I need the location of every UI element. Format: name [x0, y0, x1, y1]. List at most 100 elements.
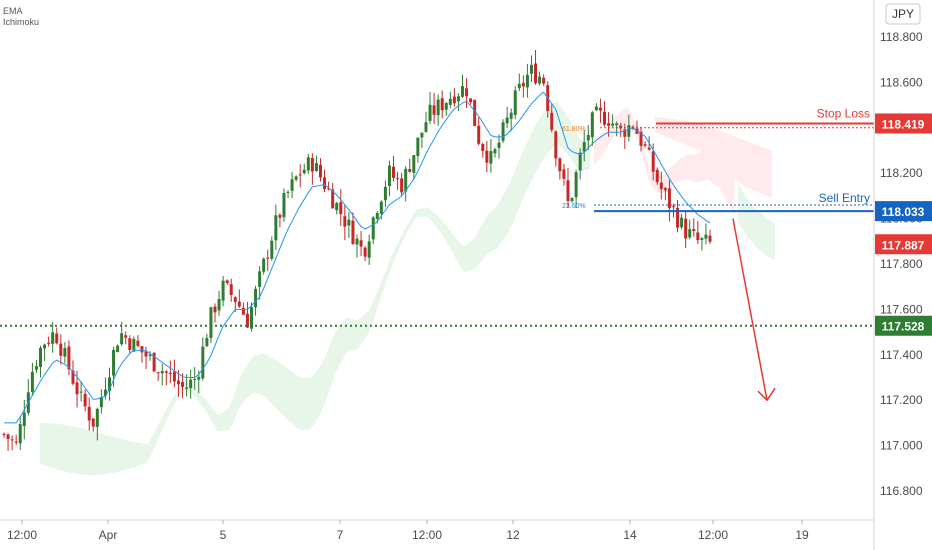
y-tick-label: 118.600: [880, 75, 923, 89]
candle-body: [371, 217, 375, 240]
candle-body: [424, 122, 428, 132]
candle-body: [623, 129, 627, 137]
currency-button[interactable]: JPY: [885, 3, 921, 25]
candle-body: [71, 370, 75, 384]
candle-body: [611, 123, 615, 126]
candle-body: [124, 335, 128, 338]
indicator-label-ema: EMA: [3, 6, 23, 16]
candle-body: [651, 151, 655, 172]
candle-body: [213, 306, 217, 313]
candle-body: [47, 342, 51, 344]
projection-line: [732, 218, 768, 401]
candle-body: [655, 169, 659, 183]
candle-body: [351, 220, 355, 244]
candle-body: [392, 166, 396, 178]
candle-body: [152, 352, 156, 372]
candle-body: [91, 418, 95, 427]
projection-arrow: [732, 218, 776, 402]
candle-body: [164, 371, 168, 373]
candle-body: [250, 307, 254, 329]
candle-body: [209, 307, 213, 338]
candle-body: [465, 88, 469, 97]
candle-body: [335, 202, 339, 211]
candle-body: [469, 98, 473, 103]
candle-body: [229, 284, 233, 295]
candle-body: [189, 379, 193, 389]
candle-body: [6, 434, 10, 439]
candle-body: [2, 433, 6, 435]
candle-body: [400, 178, 404, 193]
candle-body: [310, 157, 314, 172]
candle-body: [542, 77, 546, 84]
candle-body: [517, 83, 521, 89]
y-axis: 118.800118.600118.400118.200118.000117.8…: [880, 30, 923, 498]
candle-body: [172, 371, 176, 382]
candle-body: [574, 172, 578, 198]
candle-body: [148, 354, 152, 356]
candle-body: [639, 131, 643, 146]
price-label-box: [875, 315, 932, 336]
candle-body: [355, 238, 359, 245]
candle-body: [237, 301, 241, 307]
candle-body: [176, 380, 180, 385]
candle-body: [497, 142, 501, 149]
x-tick-label: 12: [506, 528, 520, 542]
candle-body: [314, 163, 318, 172]
candle-body: [363, 247, 367, 257]
candle-body: [270, 240, 274, 259]
candle-body: [359, 240, 363, 247]
candle-body: [83, 393, 87, 407]
x-axis: 12:00 Apr 5 7 12:00 12 14 12:00 19: [7, 520, 809, 542]
candle-body: [590, 112, 594, 138]
candle-body: [298, 174, 302, 176]
price-label-box: [875, 201, 932, 222]
candle-body: [538, 76, 542, 84]
candle-body: [444, 103, 448, 110]
candle-body: [140, 346, 144, 353]
candle-body: [550, 112, 554, 130]
candle-body: [619, 125, 623, 129]
sell-entry-text: Sell Entry: [819, 191, 870, 205]
candle-body: [428, 104, 432, 121]
candle-body: [233, 297, 237, 302]
x-tick-label: Apr: [99, 528, 118, 542]
x-tick-label: 12:00: [698, 528, 728, 542]
fib-level-label: 23.60%: [562, 203, 586, 210]
ema-line: [4, 91, 711, 424]
candle-body: [676, 207, 680, 228]
candle-body: [79, 391, 83, 393]
candle-body: [116, 345, 120, 353]
candle-body: [643, 144, 647, 146]
candle-body: [562, 169, 566, 179]
candle-body: [627, 125, 631, 137]
candle-body: [331, 189, 335, 209]
candle-body: [144, 351, 148, 357]
candle-body: [708, 235, 712, 242]
candle-body: [448, 98, 452, 105]
candle-body: [168, 372, 172, 374]
candle-body: [99, 397, 103, 408]
candlesticks: [2, 50, 712, 451]
candle-body: [18, 424, 22, 444]
candle-body: [558, 158, 562, 172]
candle-body: [39, 347, 43, 368]
y-tick-label: 117.200: [880, 393, 923, 407]
candle-body: [566, 180, 570, 201]
candle-body: [603, 111, 607, 125]
candle-body: [554, 131, 558, 159]
candle-body: [290, 179, 294, 191]
candle-body: [420, 132, 424, 138]
x-tick-label: 19: [795, 528, 809, 542]
candle-body: [696, 232, 700, 241]
candle-body: [241, 307, 245, 315]
candle-body: [493, 149, 497, 154]
candle-body: [481, 143, 485, 151]
candle-body: [404, 168, 408, 192]
candle-body: [509, 112, 513, 119]
candle-body: [534, 63, 538, 84]
price-label-box: [875, 234, 932, 255]
candle-body: [266, 257, 270, 259]
candle-body: [501, 122, 505, 141]
candle-body: [67, 346, 71, 370]
